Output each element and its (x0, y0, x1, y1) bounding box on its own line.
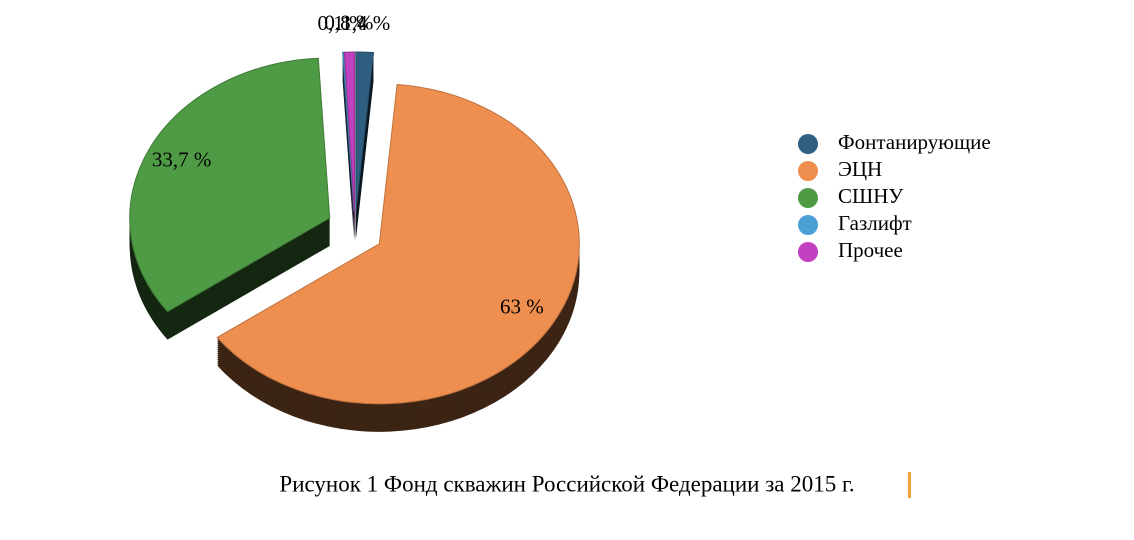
data-labels: 1,4 % 63 % 33,7 % 0,1 %0,8 % (152, 11, 544, 319)
legend-swatch (798, 161, 818, 181)
legend-label: Фонтанирующие (838, 130, 991, 154)
slice-depth (342, 68, 355, 229)
slice (216, 83, 580, 405)
data-label: 33,7 % (152, 147, 212, 171)
legend-label: СШНУ (838, 184, 903, 208)
legend-swatch (798, 215, 818, 235)
legend-label: Газлифт (838, 211, 912, 235)
slice-depth (342, 80, 355, 241)
legend-swatch (798, 134, 818, 154)
data-label: 0,1 % (317, 11, 366, 35)
legend-label: Прочее (838, 238, 903, 262)
legend: Фонтанирующие ЭЦН СШНУ Газлифт Прочее (798, 130, 991, 262)
slice-depth (342, 72, 355, 233)
text-cursor (908, 472, 911, 498)
slice (342, 51, 355, 213)
legend-swatch (798, 242, 818, 262)
caption: Рисунок 1 Фонд скважин Российской Федера… (279, 471, 854, 496)
slice-depth (342, 78, 355, 239)
slice-depth (342, 74, 355, 235)
slice (343, 51, 356, 213)
pie (129, 51, 580, 405)
slice-depth (342, 70, 355, 231)
data-label: 63 % (500, 295, 544, 319)
legend-label: ЭЦН (838, 157, 882, 181)
slice-depth (342, 76, 355, 237)
legend-swatch (798, 188, 818, 208)
slice (355, 51, 375, 213)
data-label: 1,4 % (341, 11, 390, 35)
data-label: 0,8 % (324, 11, 373, 35)
slice (129, 57, 331, 313)
